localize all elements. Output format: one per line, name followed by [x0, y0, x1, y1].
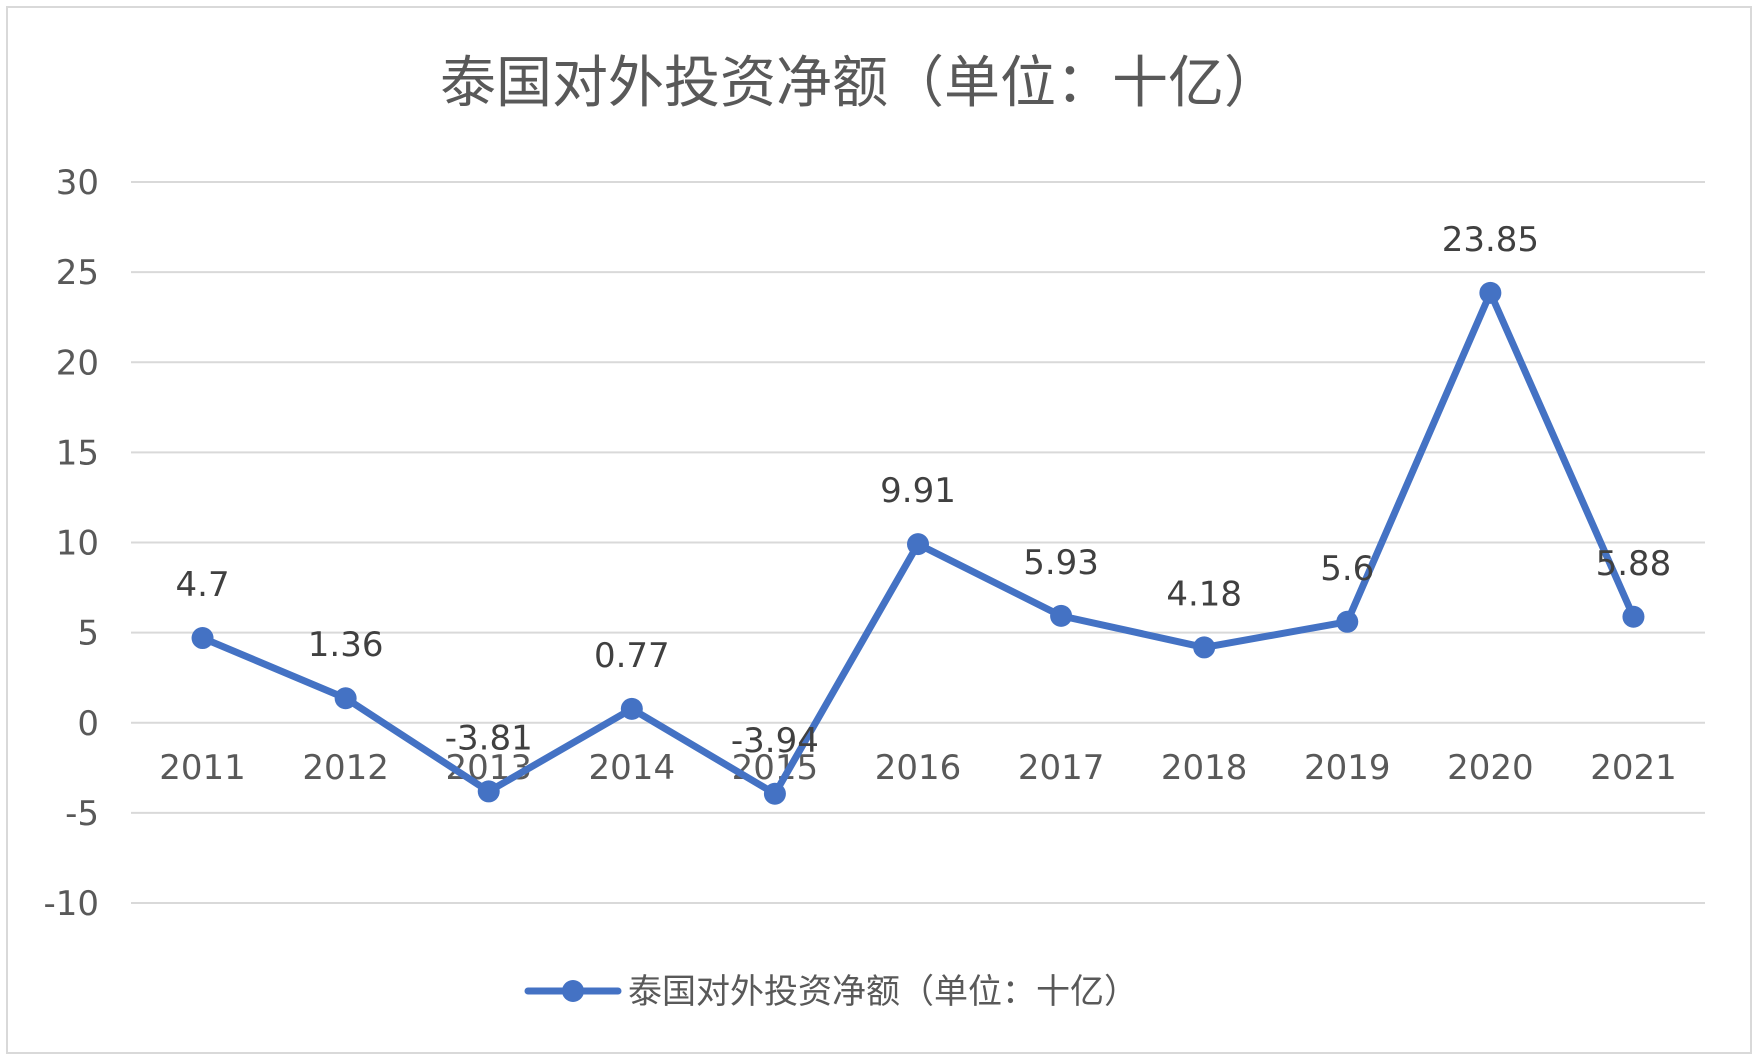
data-point	[191, 627, 214, 650]
data-label: 5.93	[1023, 543, 1099, 583]
y-tick-label: 20	[56, 343, 99, 383]
legend-label: 泰国对外投资净额（单位：十亿）	[628, 972, 1138, 1012]
data-point	[477, 780, 500, 803]
y-tick-label: -5	[65, 794, 99, 834]
x-tick-label: 2017	[1018, 748, 1105, 788]
gridlines	[131, 181, 1705, 904]
x-tick-label: 2014	[589, 748, 676, 788]
y-tick-label: -10	[43, 884, 99, 924]
data-point	[1479, 281, 1502, 304]
data-label: 4.7	[176, 565, 230, 605]
x-tick-label: 2012	[302, 748, 389, 788]
x-tick-label: 2019	[1304, 748, 1391, 788]
y-tick-label: 5	[77, 614, 99, 654]
x-tick-label: 2015	[732, 748, 819, 788]
x-tick-label: 2016	[875, 748, 962, 788]
data-label: -3.81	[445, 718, 533, 758]
legend-swatch-marker	[562, 980, 584, 1002]
data-label: 1.36	[308, 625, 384, 665]
data-point	[1050, 604, 1073, 627]
data-point	[1336, 610, 1359, 633]
y-tick-label: 15	[56, 433, 99, 473]
x-tick-label: 2020	[1447, 748, 1534, 788]
y-tick-label: 25	[56, 253, 99, 293]
y-tick-label: 10	[56, 524, 99, 564]
data-label: 5.6	[1320, 549, 1374, 589]
x-tick-label: 2021	[1590, 748, 1677, 788]
chart-frame	[6, 6, 1752, 1054]
data-label: 4.18	[1166, 574, 1242, 614]
data-point	[763, 782, 786, 805]
y-tick-label: 0	[77, 704, 99, 744]
data-labels: 4.7 1.36 -3.81 0.77 -3.94 9.91 5.93 4.18 5.6 23.8…	[176, 220, 1672, 761]
y-tick-label: 30	[56, 163, 99, 203]
chart-title: 泰国对外投资净额（单位：十亿）	[440, 51, 1280, 116]
data-label: 5.88	[1596, 544, 1672, 584]
y-axis-ticks: 30 25 20 15 10 5 0 -5 -10	[43, 163, 99, 924]
data-point	[907, 533, 929, 556]
x-tick-label: 2018	[1161, 748, 1248, 788]
legend: 泰国对外投资净额（单位：十亿）	[524, 972, 1138, 1012]
data-point	[620, 697, 643, 720]
data-label: 0.77	[594, 636, 670, 676]
data-label: 23.85	[1442, 220, 1539, 260]
x-axis-ticks: 2011 2012 2013 2014 2015 2016 2017 2018 2019 2020…	[159, 748, 1676, 788]
data-point	[1193, 636, 1216, 659]
data-label: 9.91	[880, 471, 956, 511]
data-label: -3.94	[731, 721, 819, 761]
x-tick-label: 2011	[159, 748, 246, 788]
series-markers	[191, 281, 1645, 805]
data-point	[334, 687, 357, 710]
data-point	[1622, 605, 1645, 628]
